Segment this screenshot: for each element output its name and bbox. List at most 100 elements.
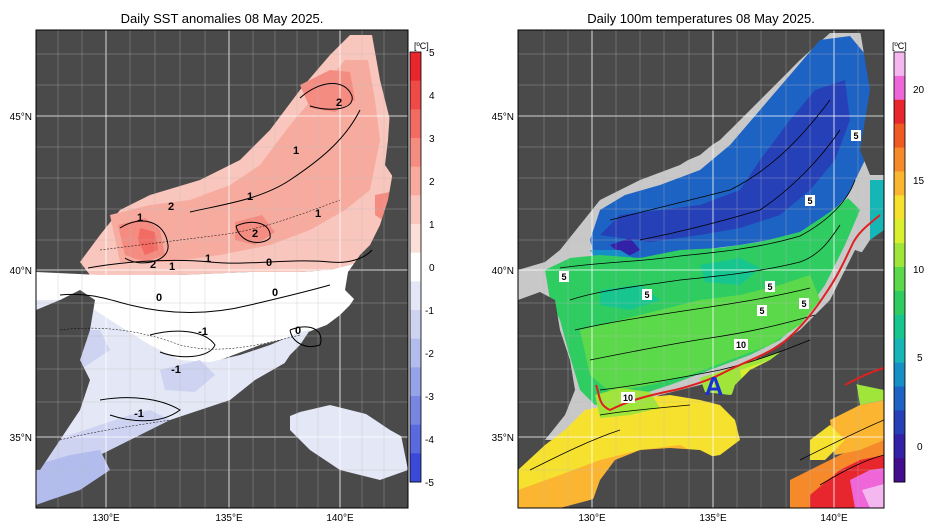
contour-label: 0 — [295, 325, 301, 337]
colorbar-swatch — [410, 80, 421, 110]
temp-contour-labels: 5 5 5 5 5 5 5 10 10 — [559, 130, 861, 403]
colorbar-tick: 20 — [913, 85, 925, 96]
hokkaido-sakhalin — [860, 30, 884, 175]
lat-label: 35°N — [492, 433, 514, 444]
colorbar-swatch — [410, 367, 421, 397]
right-lat-labels: 45°N 40°N 35°N — [492, 112, 514, 444]
colorbar-swatch — [894, 314, 905, 340]
colorbar-tick: -3 — [425, 392, 434, 403]
colorbar-swatch — [410, 396, 421, 426]
sea-cold-region — [590, 36, 875, 262]
colorbar-tick: 15 — [913, 176, 925, 187]
contour-label: 5 — [853, 131, 858, 141]
colorbar-swatch — [894, 171, 905, 196]
lon-label: 140°E — [820, 513, 848, 524]
colorbar-swatch — [894, 458, 905, 483]
japan-honshu — [730, 250, 884, 410]
contour-label: 2 — [168, 201, 174, 213]
colorbar-swatch — [410, 195, 421, 225]
contour-label: 5 — [801, 299, 806, 309]
lon-label: 135°E — [699, 513, 727, 524]
colorbar-swatch — [894, 52, 905, 77]
right-lon-labels: 130°E 135°E 140°E — [578, 513, 848, 524]
colorbar-tick: -4 — [425, 435, 434, 446]
contour-label: 5 — [561, 272, 566, 282]
colorbar-swatch — [410, 138, 421, 168]
colorbar-tick: 0 — [917, 442, 923, 453]
contour-label: 5 — [644, 290, 649, 300]
colorbar-swatch — [894, 410, 905, 435]
lon-label: 130°E — [92, 513, 120, 524]
contour-label: 5 — [759, 306, 764, 316]
contour-label: -1 — [198, 326, 208, 338]
colorbar-swatch — [894, 195, 905, 220]
colorbar-tick: 10 — [913, 265, 925, 276]
colorbar-tick: -5 — [425, 478, 434, 489]
colorbar-swatch — [894, 99, 905, 125]
russia-coast — [36, 30, 350, 268]
hokkaido-sakhalin — [372, 30, 408, 180]
contour-label: 1 — [247, 191, 253, 203]
colorbar-swatch — [410, 224, 421, 254]
colorbar-swatch — [410, 252, 421, 282]
temp-100m-map: 5 5 5 5 5 5 5 10 10 A — [518, 30, 884, 508]
temp-100m-colorbar: [ºC] 20 15 10 5 0 — [892, 41, 925, 483]
sst-anomaly-colorbar: [ºC] 5 4 3 2 1 0 -1 -2 -3 -4 -5 — [409, 41, 435, 489]
colorbar-tick: 1 — [429, 220, 435, 231]
colorbar-swatch — [894, 434, 905, 459]
korea-peninsula — [518, 292, 575, 460]
colorbar-swatch — [894, 75, 905, 101]
colorbar-swatch — [410, 424, 421, 454]
contour-label: 2 — [336, 97, 342, 109]
colorbar-swatch — [410, 338, 421, 368]
right-panel-title: Daily 100m temperatures 08 May 2025. — [587, 11, 815, 26]
colorbar-swatch — [894, 219, 905, 244]
contour-label: 1 — [205, 253, 211, 265]
colorbar-swatch — [894, 267, 905, 292]
contour-label: 0 — [156, 292, 162, 304]
colorbar-swatch — [894, 123, 905, 149]
colorbar-tick: 0 — [429, 263, 435, 274]
contour-label: 5 — [767, 282, 772, 292]
colorbar-swatch — [410, 310, 421, 340]
contour-label: 1 — [137, 212, 143, 224]
kyushu-shikoku — [150, 445, 300, 508]
current-front-line — [595, 214, 881, 412]
contour-label: 10 — [736, 340, 746, 350]
colorbar-tick: 2 — [429, 177, 435, 188]
russia-coast — [518, 30, 830, 265]
colorbar-tick: 5 — [429, 48, 435, 59]
colorbar-swatch — [410, 109, 421, 139]
contour-label: 2 — [150, 259, 156, 271]
lon-label: 140°E — [326, 513, 354, 524]
contour-label: 1 — [169, 261, 175, 273]
colorbar-swatch — [410, 281, 421, 311]
colorbar-tick: 5 — [917, 353, 923, 364]
lat-label: 40°N — [10, 266, 32, 277]
colorbar-swatch — [410, 166, 421, 196]
left-lon-labels: 130°E 135°E 140°E — [92, 513, 354, 524]
colorbar-tick: 3 — [429, 134, 435, 145]
colorbar-swatch — [894, 386, 905, 411]
sst-anomaly-map: 2 1 1 2 1 2 1 1 2 1 0 0 0 -1 -1 -1 0 — [36, 30, 408, 508]
colorbar-swatch — [410, 52, 421, 82]
contour-label: 0 — [272, 287, 278, 299]
colorbar-swatch — [894, 362, 905, 387]
marker-a-label: A — [705, 371, 724, 401]
colorbar-swatch — [894, 338, 905, 364]
contour-label: 0 — [266, 257, 272, 269]
contour-label: -1 — [134, 408, 144, 420]
colorbar-tick: -1 — [425, 306, 434, 317]
left-lat-labels: 45°N 40°N 35°N — [10, 112, 32, 444]
colorbar-swatch — [894, 147, 905, 172]
colorbar-swatch — [894, 290, 905, 316]
contour-label: -1 — [171, 364, 181, 376]
korea-peninsula — [36, 290, 95, 470]
colorbar-tick: -2 — [425, 349, 434, 360]
colorbar-swatch — [410, 453, 421, 483]
colorbar-tick: 4 — [429, 91, 435, 102]
lon-label: 130°E — [578, 513, 606, 524]
colorbar-unit: [ºC] — [892, 41, 907, 51]
lat-label: 45°N — [10, 112, 32, 123]
